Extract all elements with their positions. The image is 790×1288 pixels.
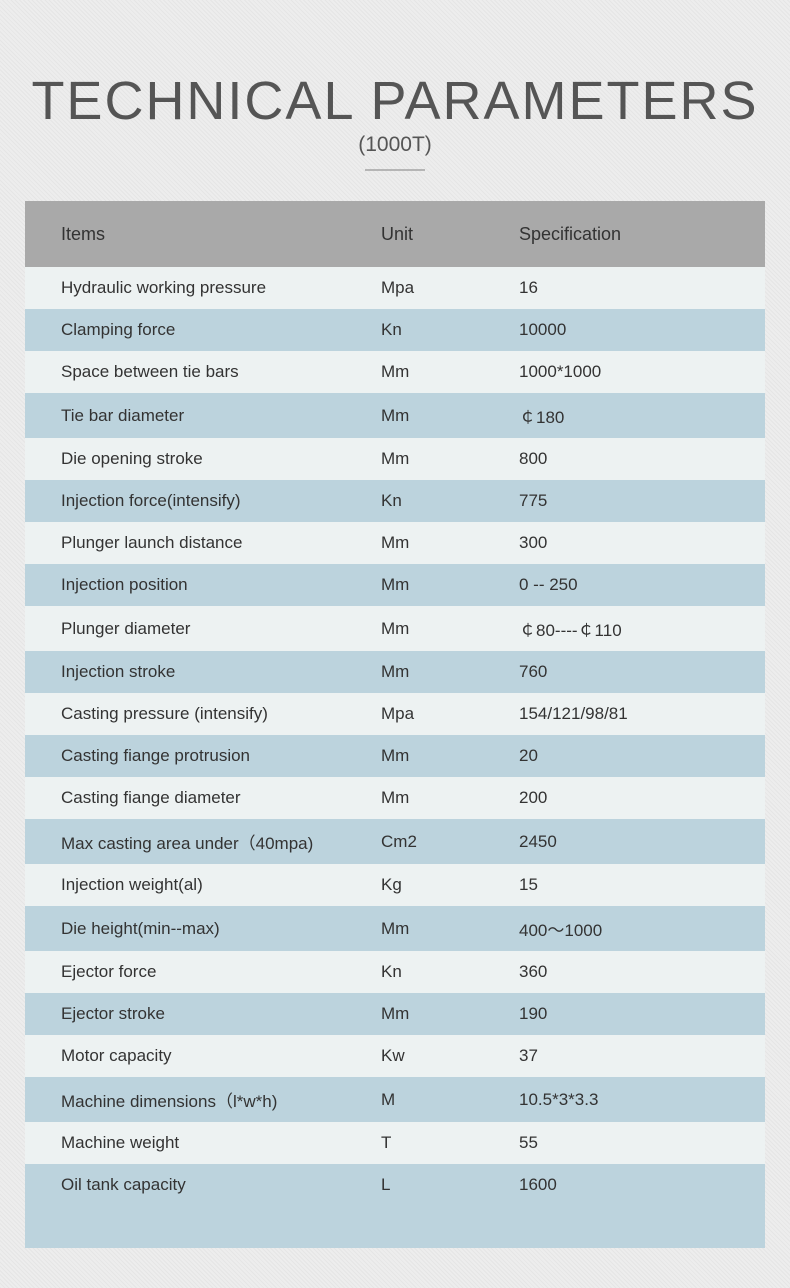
cell-unit: Mm (381, 606, 519, 651)
page-title: TECHNICAL PARAMETERS (25, 72, 765, 131)
cell-unit: Kn (381, 309, 519, 351)
table-row: Ejector forceKn360 (25, 951, 765, 993)
cell-item: Max casting area under（40mpa) (25, 819, 381, 864)
table-row: Injection positionMm0 -- 250 (25, 564, 765, 606)
cell-item: Machine weight (25, 1122, 381, 1164)
cell-unit: Mm (381, 351, 519, 393)
cell-item: Die opening stroke (25, 438, 381, 480)
cell-item: Ejector stroke (25, 993, 381, 1035)
cell-unit: M (381, 1077, 519, 1122)
table-row: Die height(min--max)Mm400～1000 (25, 906, 765, 951)
cell-item: Casting pressure (intensify) (25, 693, 381, 735)
cell-unit: Kn (381, 951, 519, 993)
cell-specification: 16 (519, 267, 765, 309)
cell-specification: 0 -- 250 (519, 564, 765, 606)
cell-item: Tie bar diameter (25, 393, 381, 438)
cell-unit: Mm (381, 522, 519, 564)
cell-specification: 190 (519, 993, 765, 1035)
table-row: Casting fiange diameterMm200 (25, 777, 765, 819)
cell-item: Ejector force (25, 951, 381, 993)
cell-specification: 10.5*3*3.3 (519, 1077, 765, 1122)
cell-specification: ￠180 (519, 393, 765, 438)
cell-unit: Kg (381, 864, 519, 906)
cell-specification: 775 (519, 480, 765, 522)
table-row: Machine weightT55 (25, 1122, 765, 1164)
cell-unit: Kn (381, 480, 519, 522)
table-row: Casting pressure (intensify)Mpa154/121/9… (25, 693, 765, 735)
cell-item: Casting fiange protrusion (25, 735, 381, 777)
cell-specification: 37 (519, 1035, 765, 1077)
cell-specification: 300 (519, 522, 765, 564)
cell-item: Injection stroke (25, 651, 381, 693)
cell-item: Space between tie bars (25, 351, 381, 393)
cell-unit: Mm (381, 777, 519, 819)
cell-unit: Mm (381, 651, 519, 693)
header-unit: Unit (381, 201, 519, 267)
table-row: Ejector strokeMm190 (25, 993, 765, 1035)
cell-unit: L (381, 1164, 519, 1206)
cell-specification: 1000*1000 (519, 351, 765, 393)
cell-unit: Mm (381, 906, 519, 951)
cell-specification: 10000 (519, 309, 765, 351)
parameters-table-wrapper: Items Unit Specification Hydraulic worki… (25, 201, 765, 1248)
parameters-table: Items Unit Specification Hydraulic worki… (25, 201, 765, 1248)
cell-specification: 760 (519, 651, 765, 693)
cell-unit: Kw (381, 1035, 519, 1077)
table-row: Motor capacityKw37 (25, 1035, 765, 1077)
cell-specification: 15 (519, 864, 765, 906)
cell-unit: T (381, 1122, 519, 1164)
cell-item: Die height(min--max) (25, 906, 381, 951)
cell-specification: 20 (519, 735, 765, 777)
cell-item: Injection weight(al) (25, 864, 381, 906)
table-row: Space between tie barsMm1000*1000 (25, 351, 765, 393)
table-header-row: Items Unit Specification (25, 201, 765, 267)
table-row: Injection force(intensify)Kn775 (25, 480, 765, 522)
cell-item: Hydraulic working pressure (25, 267, 381, 309)
cell-item: Casting fiange diameter (25, 777, 381, 819)
table-row: Injection strokeMm760 (25, 651, 765, 693)
cell-item: Injection position (25, 564, 381, 606)
table-footer-row (25, 1206, 765, 1248)
cell-unit: Mpa (381, 267, 519, 309)
cell-unit: Mm (381, 993, 519, 1035)
cell-item: Clamping force (25, 309, 381, 351)
cell-specification: 360 (519, 951, 765, 993)
cell-unit: Mm (381, 393, 519, 438)
table-row: Tie bar diameterMm￠180 (25, 393, 765, 438)
table-row: Die opening strokeMm800 (25, 438, 765, 480)
table-row: Plunger launch distanceMm300 (25, 522, 765, 564)
header-items: Items (25, 201, 381, 267)
table-row: Casting fiange protrusionMm20 (25, 735, 765, 777)
header-specification: Specification (519, 201, 765, 267)
cell-specification: 400～1000 (519, 906, 765, 951)
cell-item: Plunger diameter (25, 606, 381, 651)
table-row: Machine dimensions（l*w*h)M10.5*3*3.3 (25, 1077, 765, 1122)
cell-specification: ￠80----￠110 (519, 606, 765, 651)
cell-item: Plunger launch distance (25, 522, 381, 564)
cell-specification: 154/121/98/81 (519, 693, 765, 735)
table-row: Max casting area under（40mpa)Cm22450 (25, 819, 765, 864)
cell-specification: 2450 (519, 819, 765, 864)
cell-specification: 1600 (519, 1164, 765, 1206)
cell-item: Oil tank capacity (25, 1164, 381, 1206)
cell-unit: Mm (381, 564, 519, 606)
cell-unit: Mm (381, 438, 519, 480)
cell-specification: 800 (519, 438, 765, 480)
cell-specification: 55 (519, 1122, 765, 1164)
table-row: Injection weight(al)Kg15 (25, 864, 765, 906)
cell-item: Motor capacity (25, 1035, 381, 1077)
table-row: Oil tank capacityL1600 (25, 1164, 765, 1206)
cell-specification: 200 (519, 777, 765, 819)
cell-unit: Cm2 (381, 819, 519, 864)
table-row: Hydraulic working pressureMpa16 (25, 267, 765, 309)
cell-unit: Mm (381, 735, 519, 777)
cell-item: Machine dimensions（l*w*h) (25, 1077, 381, 1122)
table-row: Clamping forceKn10000 (25, 309, 765, 351)
page-subtitle: (1000T) (25, 133, 765, 157)
cell-item: Injection force(intensify) (25, 480, 381, 522)
title-divider (365, 169, 425, 171)
table-row: Plunger diameterMm￠80----￠110 (25, 606, 765, 651)
cell-unit: Mpa (381, 693, 519, 735)
